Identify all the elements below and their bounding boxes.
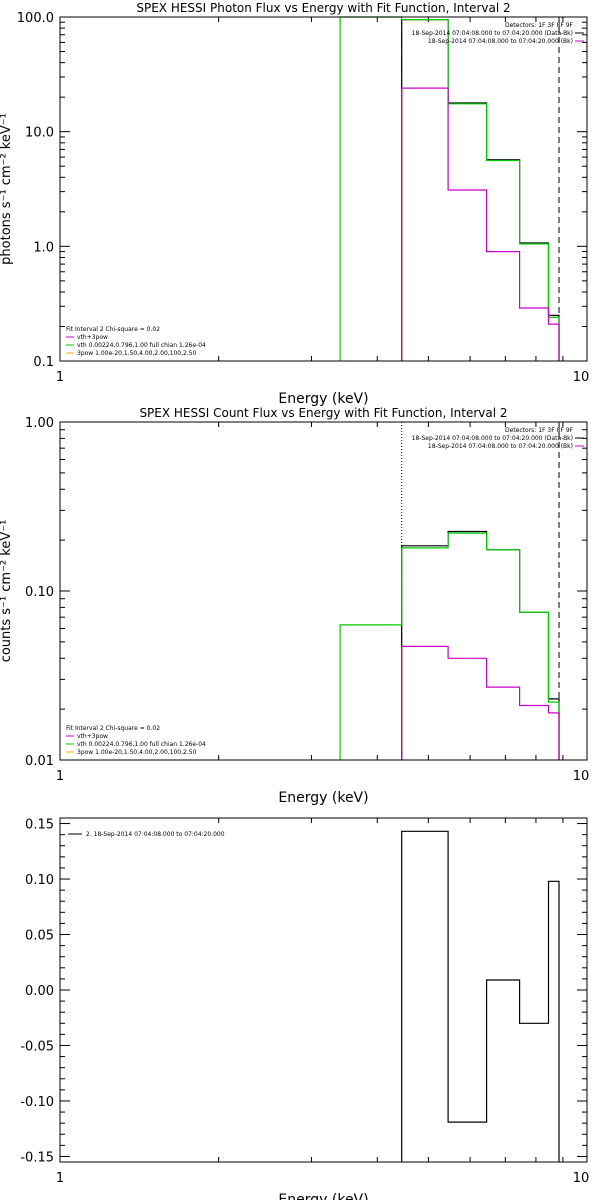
y-tick-label: -0.05 [20, 1039, 54, 1054]
panel-1: SPEX HESSI Photon Flux vs Energy with Fi… [0, 1, 589, 407]
x-axis-label: Energy (keV) [278, 391, 368, 407]
y-tick-label: 0.01 [25, 754, 54, 769]
series-1-line [401, 830, 560, 1162]
y-tick-label: 100.0 [17, 11, 54, 26]
y-tick-label: 0.10 [25, 873, 54, 888]
plot-frame [59, 16, 588, 362]
x-tick-label: 10 [573, 370, 590, 385]
x-axis-label: Energy (keV) [278, 790, 368, 806]
y-axis-label: counts s⁻¹ cm⁻² keV⁻¹ [0, 520, 14, 663]
x-axis-label: Energy (keV) [278, 1192, 368, 1200]
legend-top-right-text: 18-Sep-2014 07:04:08.000 to 07:04:20.000… [428, 38, 573, 45]
y-tick-label: -0.10 [20, 1095, 54, 1110]
panel-3: 1 10 Energy (keV) -0.15 -0.10 -0.05 0.00 0.05 0.… [20, 817, 590, 1200]
legend-bottom-left-text: Fit Interval 2 Chi-square = 0.02 [66, 725, 160, 732]
legend-top-right-text: 18-Sep-2014 07:04:08.000 to 07:04:20.000… [412, 30, 573, 37]
legend-bottom-left-text: vth 0.00224,0.796,1.00 full chian 1.26e-… [77, 741, 206, 748]
legend-bottom-left-text: vth+3pow [77, 733, 108, 740]
legend-top-right-text: Detectors: 1F 3F 8F 9F [505, 22, 574, 29]
plot-frame [59, 817, 588, 1163]
y-tick-label: 0.05 [25, 929, 54, 944]
legend-bottom-left-text: 3pow 1.00e-20,1.50,4.00,2.00,100,2.50 [77, 749, 197, 756]
legend-bottom-left-text: Fit Interval 2 Chi-square = 0.02 [66, 326, 160, 333]
chart-title: SPEX HESSI Photon Flux vs Energy with Fi… [136, 1, 510, 15]
y-tick-label: 0.00 [25, 984, 54, 999]
x-tick-label: 1 [56, 370, 64, 385]
y-tick-label: 0.10 [25, 585, 54, 600]
legend-bottom-left-text: vth+3pow [77, 334, 108, 341]
series-3-line [401, 87, 560, 361]
series-1-line [401, 530, 560, 760]
x-tick-label: 10 [573, 769, 590, 784]
panel-2: SPEX HESSI Count Flux vs Energy with Fit… [0, 406, 589, 806]
legend-bottom-left-text: 3pow 1.00e-20,1.50,4.00,2.00,100,2.50 [77, 350, 197, 357]
y-tick-label: 0.1 [33, 355, 54, 370]
y-tick-label: -0.15 [20, 1150, 54, 1165]
legend-top-right-text: 18-Sep-2014 07:04:08.000 to 07:04:20.000… [428, 443, 573, 450]
legend-top-right-text: 18-Sep-2014 07:04:08.000 to 07:04:20.000… [412, 435, 573, 442]
legend-top-left-text: 2. 18-Sep-2014 07:04:08.000 to 07:04:20.… [86, 831, 225, 838]
x-tick-label: 1 [56, 1171, 64, 1186]
y-tick-label: 0.15 [25, 818, 54, 833]
x-tick-label: 1 [56, 769, 64, 784]
y-tick-label: 10.0 [25, 126, 54, 141]
y-tick-label: 1.00 [25, 416, 54, 431]
series-2-line [339, 532, 560, 760]
series-3-line [401, 645, 560, 760]
y-tick-label: 1.0 [33, 240, 54, 255]
x-tick-label: 10 [573, 1171, 590, 1186]
plot-frame [59, 421, 588, 761]
legend-bottom-left-text: vth 0.00224,0.796,1.00 full chian 1.26e-… [77, 342, 206, 349]
chart-title: SPEX HESSI Count Flux vs Energy with Fit… [139, 406, 507, 420]
series-2-line [339, 16, 560, 361]
y-axis-label: photons s⁻¹ cm⁻² keV⁻¹ [0, 113, 14, 265]
legend-top-right-text: Detectors: 1F 3F 8F 9F [505, 427, 574, 434]
